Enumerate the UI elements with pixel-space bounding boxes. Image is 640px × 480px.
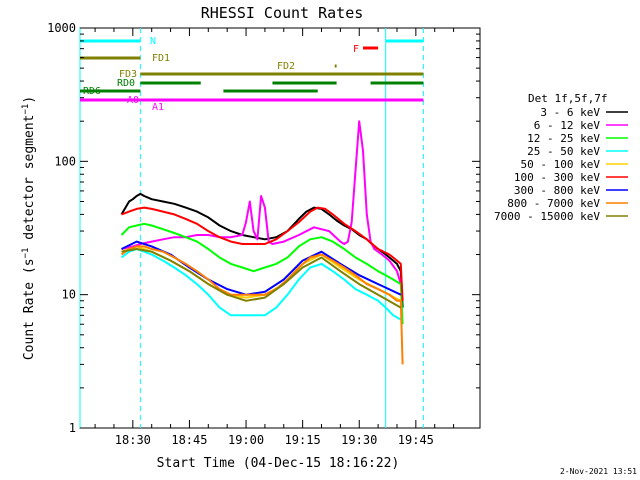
attenuator-vlines xyxy=(79,28,424,428)
legend-label-3: 25 - 50 keV xyxy=(527,145,600,158)
chart-title: RHESSI Count Rates xyxy=(201,4,364,22)
series-line-2 xyxy=(120,222,404,325)
x-tick-label-2: 19:00 xyxy=(228,433,264,447)
series-line-1 xyxy=(121,120,402,285)
flag-label-N: N xyxy=(150,36,156,47)
y-tick-label-2: 100 xyxy=(54,154,76,168)
x-tick-label-5: 19:45 xyxy=(398,433,434,447)
flag-label-A1: A1 xyxy=(152,102,164,113)
legend-label-8: 7000 - 15000 keV xyxy=(494,210,600,223)
flag-label-F: F xyxy=(353,44,359,55)
legend-label-0: 3 - 6 keV xyxy=(540,106,600,119)
y-tick-label-0: 1 xyxy=(69,421,76,435)
x-tick-label-4: 19:30 xyxy=(341,433,377,447)
x-tick-label-3: 19:15 xyxy=(285,433,321,447)
legend-title: Det 1f,5f,7f xyxy=(528,92,607,105)
legend-label-7: 800 - 7000 keV xyxy=(507,197,600,210)
series-line-5 xyxy=(121,206,404,301)
x-tick-label-1: 18:45 xyxy=(171,433,207,447)
y-axis-label: Count Rate (s−1 detector segment−1) xyxy=(21,96,37,360)
series-line-3 xyxy=(120,248,402,321)
flag-label-A0: A0 xyxy=(127,95,139,106)
x-tick-label-0: 18:30 xyxy=(115,433,151,447)
legend-label-1: 6 - 12 keV xyxy=(534,119,601,132)
legend-label-6: 300 - 800 keV xyxy=(514,184,600,197)
axis-ticks: 18:30 18:45 19:00 19:15 19:30 19:45 1 10 100 1000 xyxy=(47,21,480,447)
flag-label-RD0: RD0 xyxy=(117,78,135,89)
x-axis-label: Start Time (04-Dec-15 18:16:22) xyxy=(157,456,400,471)
footer-timestamp: 2-Nov-2021 13:51 xyxy=(560,467,637,476)
legend-label-4: 50 - 100 keV xyxy=(521,158,601,171)
y-tick-label-3: 1000 xyxy=(47,21,76,35)
series-line-8 xyxy=(121,248,402,309)
legend-label-5: 100 - 300 keV xyxy=(514,171,600,184)
y-axis-label-sup1: −1 xyxy=(21,248,31,259)
y-axis-label-main: Count Rate (s xyxy=(22,258,37,360)
flag-label-FD3: FD3 xyxy=(119,69,137,80)
y-axis-label-mid: detector segment xyxy=(22,115,37,248)
flag-label-RD6: RD6 xyxy=(83,86,101,97)
series-lines xyxy=(120,120,404,365)
y-axis-label-end: ) xyxy=(22,96,37,104)
series-line-7 xyxy=(120,245,404,365)
y-axis-label-sup2: −1 xyxy=(21,104,31,115)
flag-label-FD2: FD2 xyxy=(277,61,295,72)
legend-label-2: 12 - 25 keV xyxy=(527,132,600,145)
y-tick-label-1: 10 xyxy=(62,288,76,302)
flag-label-FD1: FD1 xyxy=(152,53,170,64)
